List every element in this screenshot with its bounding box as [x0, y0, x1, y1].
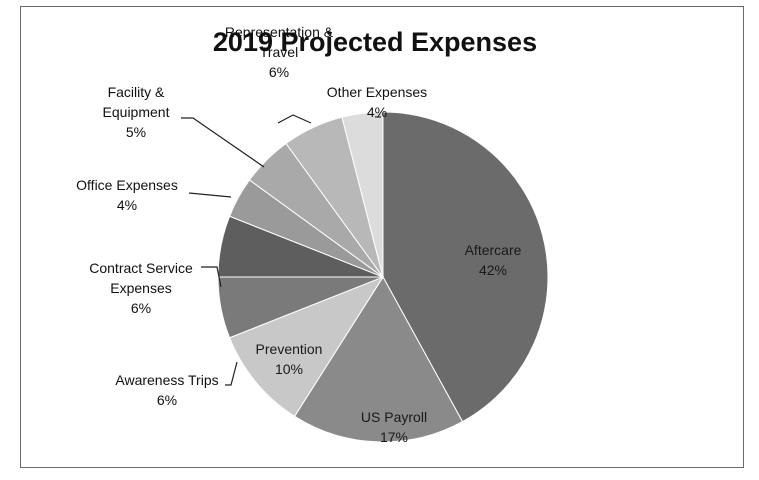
slice-label-prevention: Prevention 10%: [256, 341, 323, 377]
slice-label-other-expenses: Other Expenses 4%: [327, 84, 427, 120]
slice-labels: Aftercare 42% US Payroll 17% Prevention 10% Aw…: [76, 24, 521, 445]
pie-slice-other-expenses: [341, 111, 384, 278]
slice-label-representation-travel: Representation & Travel 6%: [225, 24, 334, 80]
slice-label-awareness-trips: Awareness Trips 6%: [115, 372, 218, 408]
leader-line-contract-service-expenses: [201, 266, 222, 288]
pie-chart: 2019 Projected Expenses Aftercare 42% US P…: [76, 24, 549, 445]
chart-title: 2019 Projected Expenses: [213, 27, 537, 57]
pie-slice-aftercare: [382, 111, 549, 423]
pie-slices: [217, 111, 549, 443]
leader-lines: [181, 114, 381, 386]
slice-label-contract-service-expenses: Contract Service Expenses 6%: [89, 260, 193, 316]
slice-label-office-expenses: Office Expenses 4%: [76, 177, 178, 213]
leader-line-awareness-trips: [225, 361, 238, 386]
slice-label-us-payroll: US Payroll 17%: [361, 409, 427, 445]
leader-line-office-expenses: [188, 192, 232, 198]
leader-line-representation-travel: [277, 114, 312, 124]
slice-label-aftercare: Aftercare 42%: [465, 242, 522, 278]
pie-slice-us-payroll: [293, 276, 464, 443]
slice-label-facility-equipment: Facility & Equipment 5%: [103, 84, 170, 140]
leader-line-facility-equipment: [181, 117, 265, 168]
pie-slice-prevention: [228, 275, 385, 418]
chart-frame: 2019 Projected Expenses Aftercare 42% US P…: [20, 6, 744, 468]
